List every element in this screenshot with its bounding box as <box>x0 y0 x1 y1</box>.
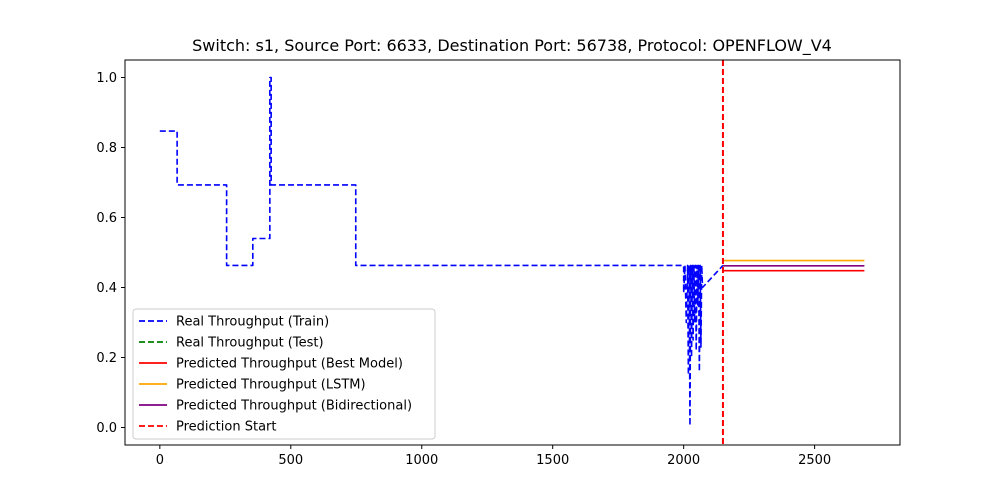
series-real-throughput-train <box>159 76 724 427</box>
legend: Real Throughput (Train) Real Throughput (… <box>132 308 436 440</box>
y-tick-label: 0.2 <box>96 351 117 366</box>
x-tick-label: 500 <box>278 453 303 468</box>
y-tick-label: 0.4 <box>96 281 117 296</box>
x-tick-label: 1500 <box>536 453 569 468</box>
legend-label: Prediction Start <box>176 420 276 435</box>
axes-frame <box>124 59 901 446</box>
y-tick-label: 0.6 <box>96 211 117 226</box>
plot-area <box>159 60 865 445</box>
legend-label: Real Throughput (Test) <box>176 336 324 351</box>
legend-label: Predicted Throughput (Bidirectional) <box>176 399 412 414</box>
chart-title: Switch: s1, Source Port: 6633, Destinati… <box>192 36 832 56</box>
y-tick-label: 0.8 <box>96 141 117 156</box>
legend-label: Predicted Throughput (Best Model) <box>176 357 403 372</box>
legend-box <box>132 308 436 440</box>
legend-label: Predicted Throughput (LSTM) <box>176 378 366 393</box>
y-tick-label: 1.0 <box>96 71 117 86</box>
x-tick-label: 2500 <box>798 453 831 468</box>
axes: 0 500 1000 1500 2000 2500 0.0 0.2 0.4 0.6 0.8 1.0 <box>96 59 901 468</box>
x-tick-label: 0 <box>156 453 164 468</box>
x-tick-label: 2000 <box>667 453 700 468</box>
legend-label: Real Throughput (Train) <box>176 315 329 330</box>
y-tick-label: 0.0 <box>96 421 117 436</box>
x-tick-label: 1000 <box>405 453 438 468</box>
